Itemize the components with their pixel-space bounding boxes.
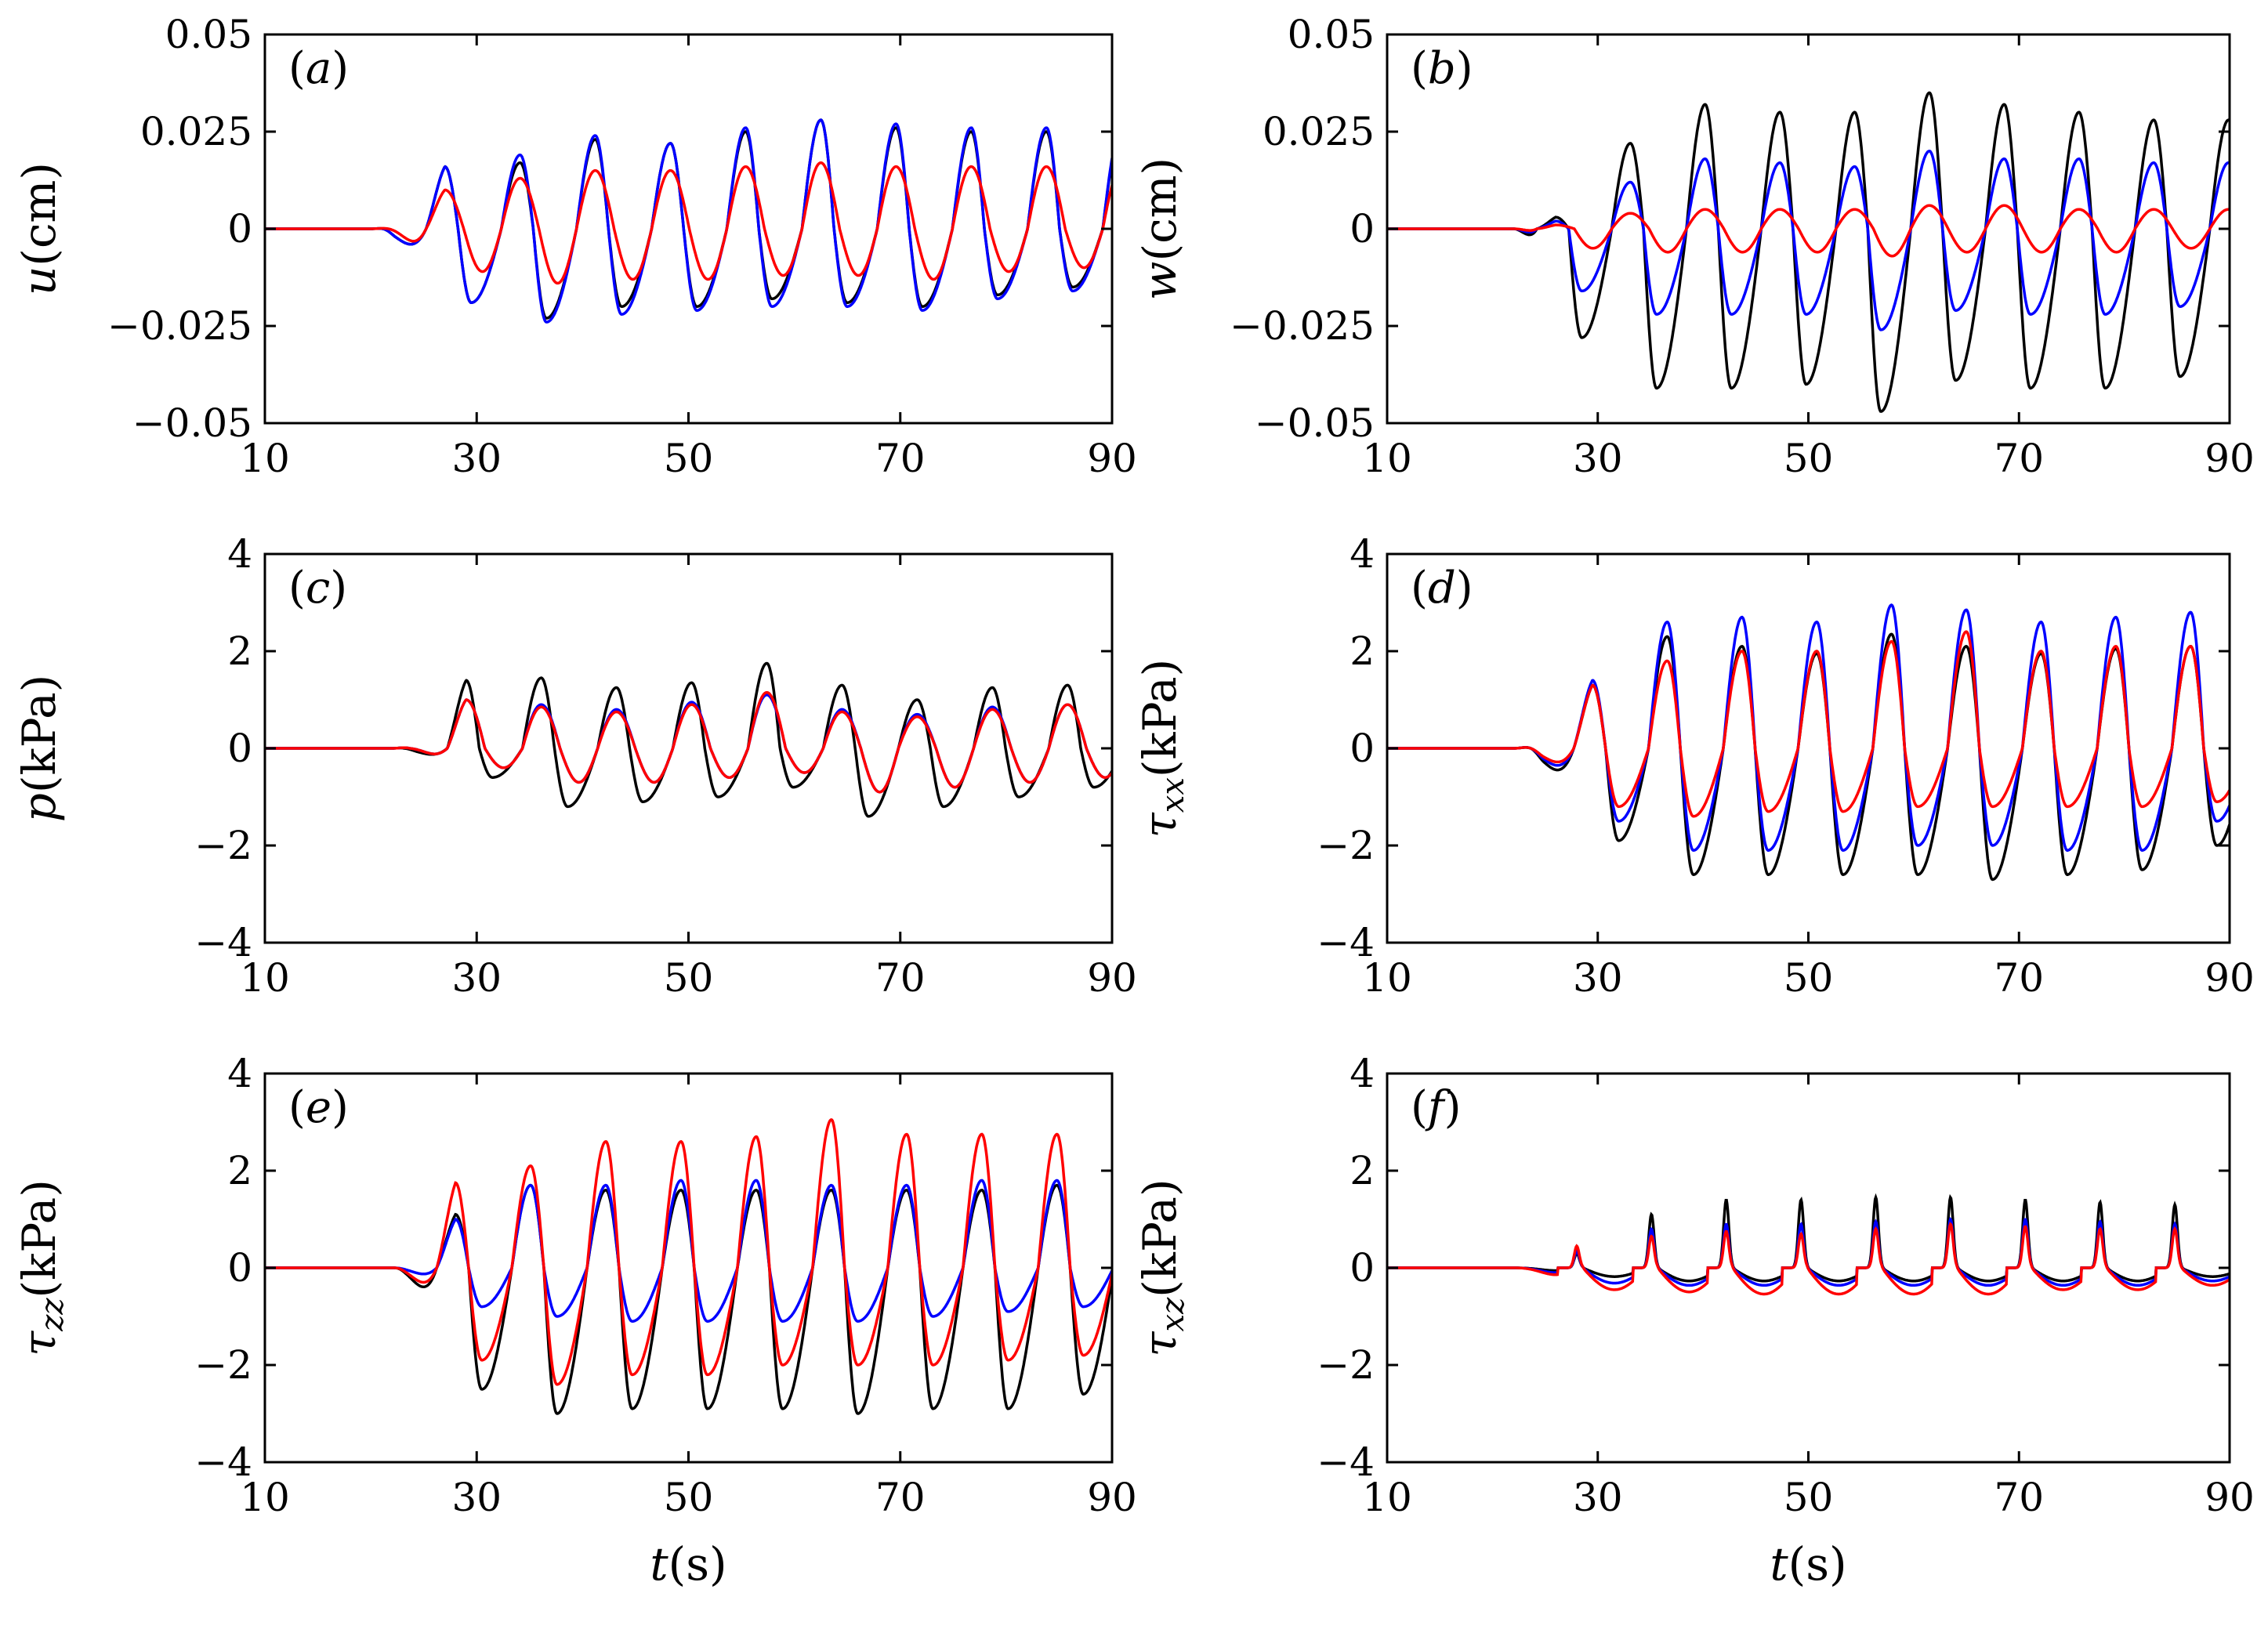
series-line-red [265, 690, 1112, 794]
series-line-red [265, 1117, 1112, 1386]
x-tick-label: 70 [875, 955, 926, 1001]
y-tick-label: −2 [1317, 1342, 1375, 1388]
series-line-blue [1387, 150, 2230, 331]
x-tick-label: 30 [1573, 1475, 1623, 1520]
panel-label: (f) [1411, 1082, 1461, 1133]
y-tick-label: 2 [1350, 1148, 1375, 1193]
series-line-blue [265, 118, 1112, 324]
y-tick-label: 0.025 [1263, 109, 1375, 154]
x-tick-label: 10 [240, 1475, 290, 1520]
y-axis-label: τxx(kPa) [1133, 659, 1191, 838]
x-tick-label: 90 [1087, 955, 1137, 1001]
series-line-blue [265, 693, 1112, 794]
x-tick-label: 30 [1573, 955, 1623, 1001]
panel-label: (c) [288, 563, 347, 614]
x-tick-label: 70 [1994, 436, 2044, 481]
x-tick-label: 70 [875, 1475, 926, 1520]
y-axis-label: u(cm) [13, 162, 66, 295]
x-tick-label: 10 [1362, 436, 1412, 481]
y-tick-label: 0.05 [1288, 12, 1375, 57]
x-tick-label: 50 [664, 436, 714, 481]
y-axis-label: p(kPa) [13, 675, 66, 823]
series-line-red [1387, 630, 2230, 818]
x-tick-label: 10 [1362, 1475, 1412, 1520]
x-tick-label: 70 [1994, 955, 2044, 1001]
x-tick-label: 30 [451, 436, 502, 481]
y-tick-label: 4 [1350, 1051, 1375, 1096]
x-tick-label: 90 [2205, 955, 2255, 1001]
y-tick-label: 0.025 [140, 109, 252, 154]
x-tick-label: 90 [2205, 1475, 2255, 1520]
y-tick-label: 2 [227, 1148, 252, 1193]
y-tick-label: −0.025 [107, 303, 252, 349]
panel-a: 10 30 50 70 90 −0.05 −0.025 0 0.025 0.05 (a) u(cm) [13, 12, 1137, 481]
x-tick-label: 50 [664, 955, 714, 1001]
x-tick-label: 90 [2205, 436, 2255, 481]
x-axis-label: t(s) [1770, 1537, 1846, 1591]
y-tick-label: 4 [1350, 531, 1375, 577]
y-axis-label: τxz(kPa) [1133, 1179, 1191, 1356]
series-line-black [265, 661, 1112, 818]
y-tick-label: 0 [1350, 726, 1375, 771]
x-tick-label: 70 [875, 436, 926, 481]
y-axis-label: w(cm) [1133, 158, 1187, 300]
panel-c: 10 30 50 70 90 −4 −2 0 2 4 (c) p(kPa) [13, 531, 1137, 1001]
x-tick-label: 10 [240, 436, 290, 481]
series-line-black [1387, 91, 2230, 413]
x-tick-label: 50 [1784, 955, 1834, 1001]
series-line-blue [1387, 603, 2230, 852]
panel-label: (d) [1411, 563, 1473, 614]
x-tick-label: 30 [451, 955, 502, 1001]
y-tick-label: 0 [1350, 206, 1375, 252]
x-tick-label: 50 [664, 1475, 714, 1520]
y-tick-label: −2 [1317, 823, 1375, 868]
panel-label: (a) [288, 43, 349, 94]
x-tick-label: 30 [1573, 436, 1623, 481]
x-tick-label: 10 [240, 955, 290, 1001]
series-line-red [265, 161, 1112, 285]
series-line-blue [265, 1179, 1112, 1323]
y-axis-label: τzz(kPa) [13, 1179, 71, 1356]
y-tick-label: −4 [1317, 920, 1375, 965]
y-tick-label: 0.05 [165, 12, 252, 57]
x-tick-label: 90 [1087, 1475, 1137, 1520]
y-tick-label: 2 [1350, 628, 1375, 674]
y-tick-label: 0 [227, 726, 252, 771]
y-tick-label: 0 [1350, 1245, 1375, 1291]
y-tick-label: −2 [194, 1342, 252, 1388]
series-line-red [1387, 204, 2230, 258]
y-tick-label: −0.025 [1230, 303, 1375, 349]
y-tick-label: −0.05 [132, 400, 252, 446]
x-tick-label: 70 [1994, 1475, 2044, 1520]
y-tick-label: 2 [227, 628, 252, 674]
panel-b: 10 30 50 70 90 −0.05 −0.025 0 0.025 0.05 (b) w(cm) [1133, 12, 2255, 481]
panel-d: 10 30 50 70 90 −4 −2 0 2 4 (d) τxx(kPa) [1133, 531, 2255, 1001]
x-tick-label: 10 [1362, 955, 1412, 1001]
y-tick-label: 0 [227, 206, 252, 252]
y-tick-label: 4 [227, 531, 252, 577]
x-tick-label: 90 [1087, 436, 1137, 481]
x-tick-label: 30 [451, 1475, 502, 1520]
y-tick-label: −0.05 [1255, 400, 1375, 446]
y-tick-label: −4 [1317, 1439, 1375, 1485]
y-tick-label: −2 [194, 823, 252, 868]
panel-label: (b) [1411, 43, 1473, 94]
panel-e: 10 30 50 70 90 −4 −2 0 2 4 (e) τzz(kPa) t(s) [13, 1051, 1137, 1591]
y-tick-label: −4 [194, 1439, 252, 1485]
y-tick-label: −4 [194, 920, 252, 965]
panel-label: (e) [288, 1082, 349, 1133]
x-axis-label: t(s) [650, 1537, 726, 1591]
series-line-red [1387, 1222, 2230, 1296]
y-tick-label: 0 [227, 1245, 252, 1291]
y-tick-label: 4 [227, 1051, 252, 1096]
x-tick-label: 50 [1784, 1475, 1834, 1520]
panel-f: 10 30 50 70 90 −4 −2 0 2 4 (f) τxz(kPa) t(s) [1133, 1051, 2255, 1591]
x-tick-label: 50 [1784, 436, 1834, 481]
